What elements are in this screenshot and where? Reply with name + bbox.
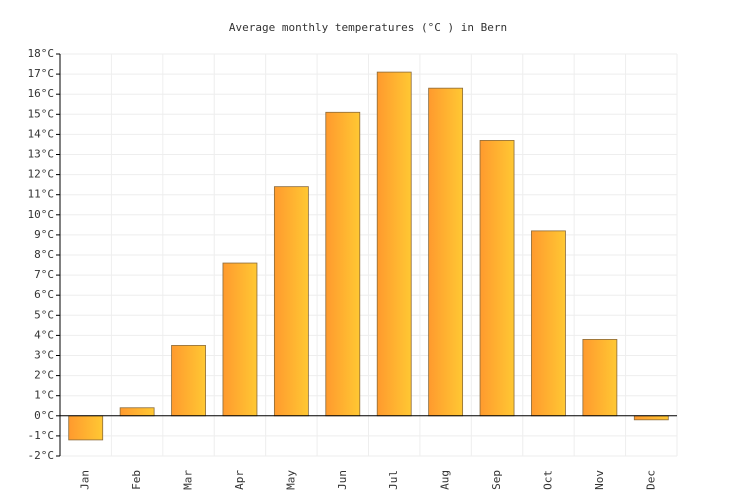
bar <box>376 71 412 417</box>
x-tick-label: Jan <box>79 470 92 490</box>
x-tick-label: Sep <box>490 470 503 490</box>
y-tick-label: 15°C <box>28 107 55 120</box>
y-tick-label: 8°C <box>34 248 54 261</box>
y-tick-label: 0°C <box>34 409 54 422</box>
x-tick-label: Nov <box>593 470 606 490</box>
bar <box>325 111 361 417</box>
x-tick-label: Oct <box>541 470 554 490</box>
y-tick-label: 14°C <box>28 127 55 140</box>
y-tick-label: 16°C <box>28 87 55 100</box>
x-tick-label: Dec <box>644 470 657 490</box>
y-tick-label: 17°C <box>28 67 55 80</box>
bar <box>428 87 464 417</box>
y-tick-label: 5°C <box>34 308 54 321</box>
bar <box>222 262 258 417</box>
bar <box>633 415 669 421</box>
bar <box>119 407 155 417</box>
y-tick-label: 13°C <box>28 148 55 161</box>
y-tick-label: 12°C <box>28 168 55 181</box>
x-tick-label: Aug <box>439 470 452 490</box>
y-tick-label: 9°C <box>34 228 54 241</box>
y-tick-label: 6°C <box>34 288 54 301</box>
y-tick-label: 3°C <box>34 349 54 362</box>
x-tick-label: Jul <box>387 470 400 490</box>
y-tick-label: -1°C <box>28 429 55 442</box>
y-tick-label: 4°C <box>34 328 54 341</box>
chart-title: Average monthly temperatures (°C ) in Be… <box>229 21 507 34</box>
y-tick-label: 11°C <box>28 188 55 201</box>
y-tick-label: 10°C <box>28 208 55 221</box>
bar <box>582 339 618 417</box>
bar <box>273 186 309 417</box>
y-tick-label: 1°C <box>34 389 54 402</box>
bar <box>171 345 206 417</box>
x-tick-label: May <box>284 470 297 490</box>
y-tick-label: 2°C <box>34 369 54 382</box>
y-tick-label: 18°C <box>28 47 55 60</box>
x-tick-label: Mar <box>182 470 195 490</box>
bar <box>68 415 104 441</box>
x-tick-label: Apr <box>233 470 246 490</box>
bar <box>531 230 566 417</box>
y-tick-label: -2°C <box>28 449 55 462</box>
x-tick-label: Jun <box>336 470 349 490</box>
bar <box>479 140 515 417</box>
x-tick-label: Feb <box>130 470 143 490</box>
y-tick-label: 7°C <box>34 268 54 281</box>
